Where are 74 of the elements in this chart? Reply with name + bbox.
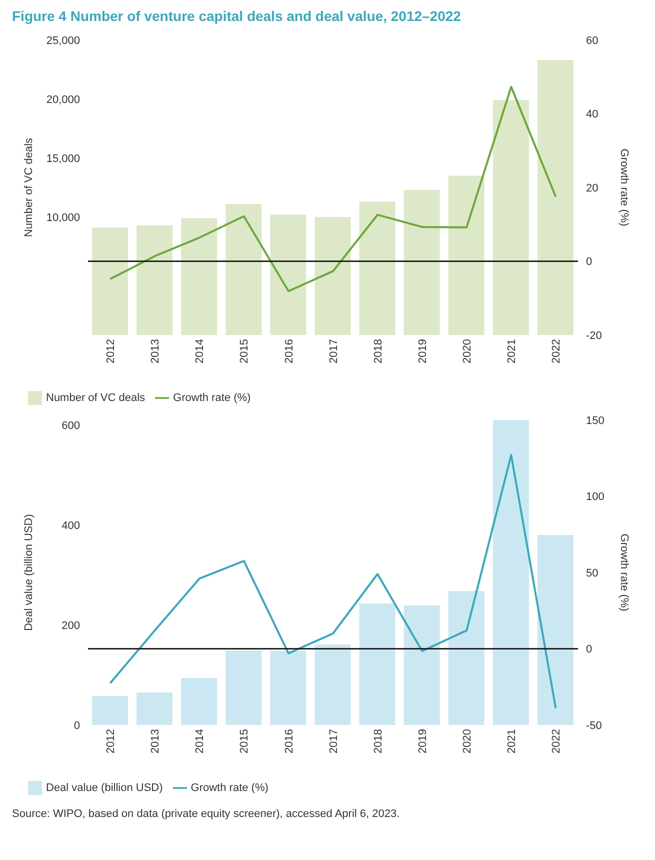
y2-axis-title: Growth rate (%) (618, 534, 630, 612)
bar (270, 214, 306, 335)
source-note: Source: WIPO, based on data (private equity screener), accessed April 6, 2023. (12, 808, 401, 820)
y-tick-label: 600 (62, 420, 80, 432)
bar (492, 420, 529, 725)
y2-tick-label: 20 (586, 182, 598, 194)
bar (136, 225, 173, 335)
y-tick-label: 20,000 (46, 94, 80, 106)
y2-tick-label: 0 (586, 644, 592, 656)
y-tick-label: 400 (62, 520, 80, 532)
x-tick-label: 2018 (372, 339, 384, 364)
y-tick-label: 15,000 (46, 152, 80, 165)
x-tick-label: 2021 (506, 339, 518, 364)
x-tick-label: 2021 (506, 729, 518, 754)
bar (448, 176, 484, 335)
bar (314, 644, 351, 725)
x-tick-label: 2017 (328, 339, 340, 364)
y2-tick-label: 100 (586, 491, 604, 504)
y2-tick-label: -20 (586, 330, 602, 342)
bar (92, 228, 128, 335)
bar (537, 60, 574, 335)
y2-axis-title: Growth rate (%) (618, 148, 630, 226)
legend-label: Growth rate (%) (190, 782, 268, 794)
bar (314, 217, 351, 335)
legend-label: Number of VC deals (46, 392, 146, 404)
bar (359, 202, 396, 335)
bar (92, 696, 128, 725)
y2-tick-label: -50 (586, 720, 602, 732)
x-tick-label: 2013 (150, 729, 162, 754)
bar (359, 604, 396, 725)
line-series (109, 454, 557, 710)
x-tick-label: 2020 (461, 729, 474, 754)
y-tick-label: 10,000 (46, 212, 80, 224)
x-tick-label: 2020 (461, 339, 474, 364)
x-tick-label: 2019 (416, 339, 429, 364)
y-axis-title: Deal value (billion USD) (22, 514, 35, 631)
bar (404, 190, 440, 335)
bar (492, 100, 529, 335)
bar (226, 204, 262, 335)
y2-tick-label: 50 (586, 567, 598, 580)
bar (181, 678, 218, 725)
x-tick-label: 2012 (105, 729, 118, 754)
x-tick-label: 2018 (372, 729, 384, 754)
legend-label: Deal value (billion USD) (46, 782, 163, 794)
x-tick-label: 2017 (328, 729, 340, 754)
x-tick-label: 2014 (194, 729, 206, 754)
line-series (109, 86, 557, 292)
x-tick-label: 2012 (105, 339, 118, 364)
y2-tick-label: 0 (586, 256, 592, 268)
x-tick-label: 2015 (238, 339, 251, 364)
x-tick-label: 2014 (194, 339, 206, 364)
x-tick-label: 2022 (550, 729, 563, 754)
y2-tick-label: 150 (586, 414, 604, 427)
bar (181, 218, 218, 335)
y-tick-label: 0 (74, 720, 80, 732)
bar (448, 591, 484, 725)
bar (270, 651, 306, 725)
x-tick-label: 2019 (416, 729, 429, 754)
y2-tick-label: 60 (586, 34, 598, 47)
legend-label: Growth rate (%) (173, 392, 251, 404)
x-tick-label: 2016 (283, 339, 296, 364)
x-tick-label: 2016 (283, 729, 296, 754)
y-axis-title: Number of VC deals (22, 137, 35, 238)
bar (537, 535, 574, 725)
chart-title: Figure 4 Number of venture capital deals and deal value, 2012–2022 (12, 8, 462, 24)
x-tick-label: 2015 (238, 729, 251, 754)
bar (226, 650, 262, 725)
y-tick-label: 200 (62, 620, 80, 632)
bar (136, 692, 173, 725)
bar (404, 606, 440, 725)
y-tick-label: 25,000 (46, 34, 80, 47)
x-tick-label: 2022 (550, 339, 563, 364)
x-tick-label: 2013 (150, 339, 162, 364)
y2-tick-label: 40 (586, 108, 598, 121)
